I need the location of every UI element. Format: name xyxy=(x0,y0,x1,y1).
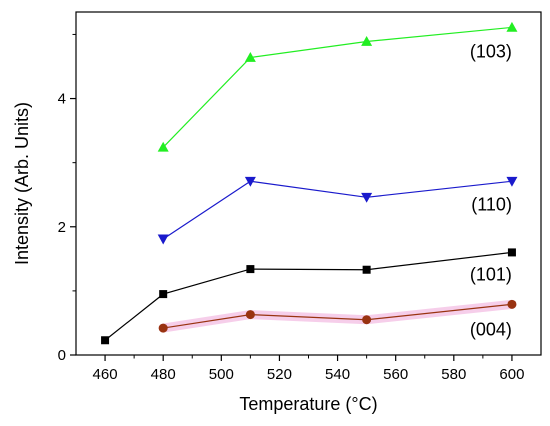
x-tick-label: 460 xyxy=(93,366,118,383)
data-point xyxy=(362,265,371,274)
data-point xyxy=(507,299,517,309)
series-label: (110) xyxy=(471,194,512,214)
data-point xyxy=(506,176,518,187)
data-point xyxy=(361,192,373,203)
x-tick-label: 500 xyxy=(209,366,234,383)
x-tick-label: 600 xyxy=(499,366,524,383)
y-axis-title: Intensity (Arb. Units) xyxy=(12,102,32,265)
data-point xyxy=(244,176,256,187)
data-point xyxy=(507,248,516,257)
series-line xyxy=(162,180,513,240)
data-point xyxy=(159,290,168,299)
data-point xyxy=(157,141,169,152)
plot-frame xyxy=(75,11,542,356)
data-point xyxy=(361,35,373,46)
series-highlight xyxy=(158,299,517,333)
series-label: (101) xyxy=(470,264,512,284)
series-line xyxy=(162,26,512,148)
series-label: (103) xyxy=(470,41,512,61)
y-tick-label: 2 xyxy=(58,219,66,236)
series-label: (004) xyxy=(470,319,512,339)
x-tick-label: 480 xyxy=(151,366,176,383)
x-tick-label: 580 xyxy=(441,366,466,383)
data-point xyxy=(246,265,255,274)
y-tick-label: 0 xyxy=(58,347,66,364)
data-point xyxy=(506,21,518,32)
data-point xyxy=(362,315,372,325)
axes xyxy=(75,11,542,356)
highlight-layer xyxy=(158,299,517,333)
x-tick-label: 520 xyxy=(267,366,292,383)
series-layer xyxy=(101,21,518,345)
x-tick-label: 560 xyxy=(383,366,408,383)
y-tick-label: 4 xyxy=(58,91,66,108)
x-axis-title: Temperature (°C) xyxy=(239,394,377,414)
ticks: 460 480 500 520 540 560 580 600 0 2 4 xyxy=(58,33,524,383)
data-point xyxy=(245,310,255,320)
x-tick-label: 540 xyxy=(325,366,350,383)
data-point xyxy=(244,52,256,62)
data-point xyxy=(157,234,169,245)
data-point xyxy=(101,336,110,345)
data-point xyxy=(158,323,168,333)
series-labels: (103) (110) (101) (004) xyxy=(470,41,512,339)
series-line xyxy=(163,303,513,329)
